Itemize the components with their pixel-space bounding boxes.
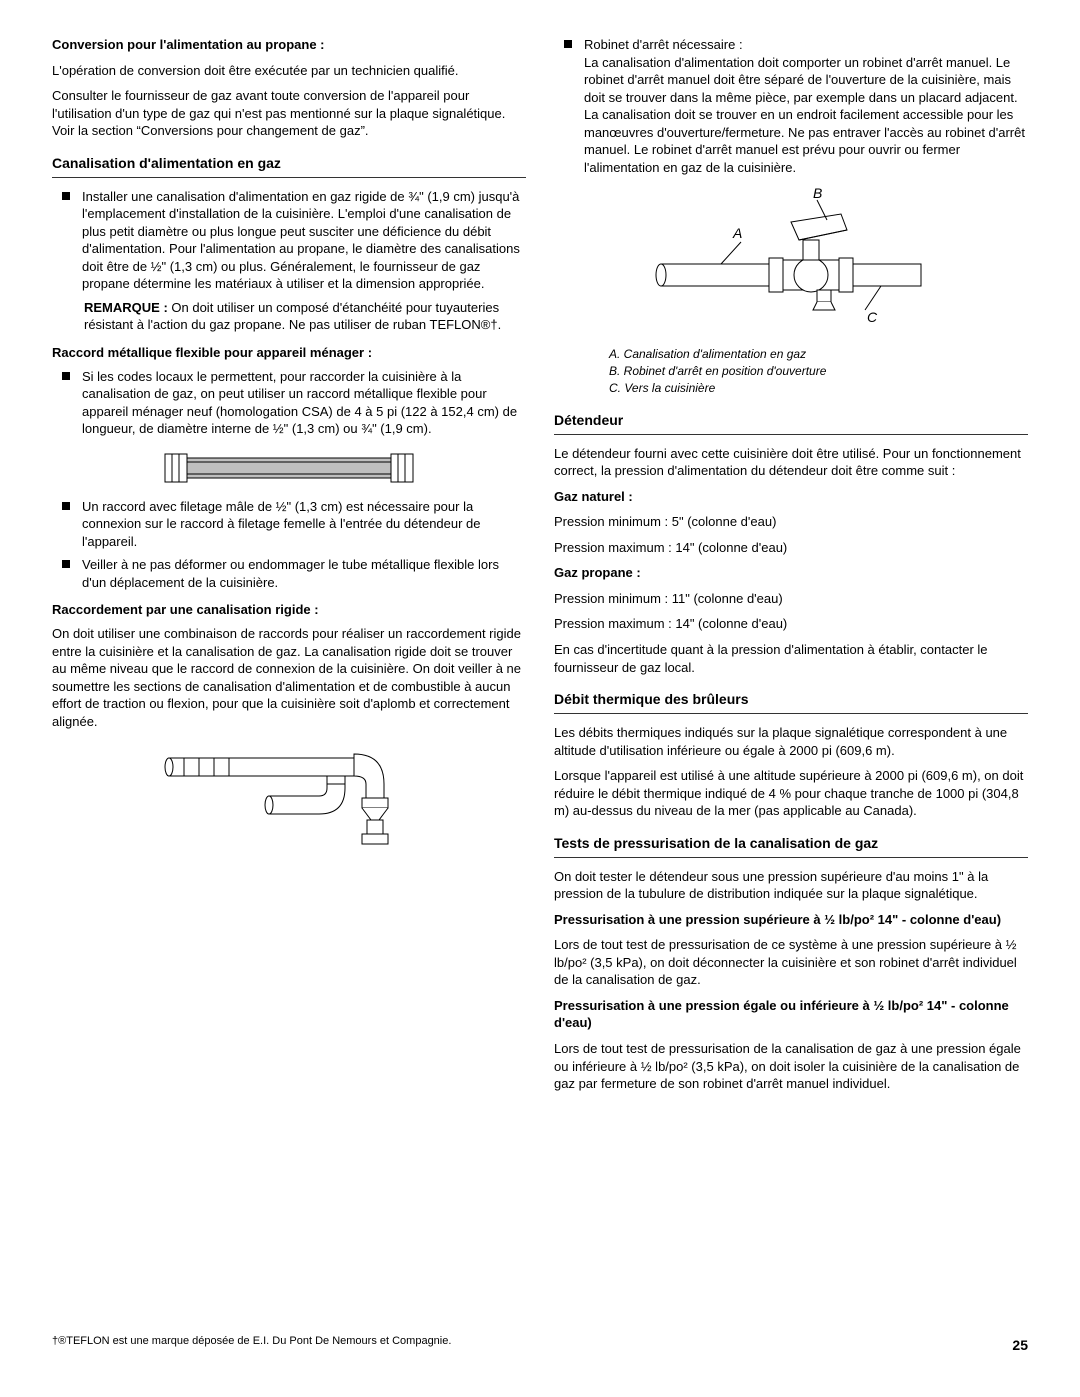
bullet-text: Installer une canalisation d'alimentatio… <box>82 188 526 293</box>
pressure-heading: Tests de pressurisation de la canalisati… <box>554 834 1028 858</box>
burner-p2: Lorsque l'appareil est utilisé à une alt… <box>554 767 1028 820</box>
bullet-text: Veiller à ne pas déformer ou endommager … <box>82 556 526 591</box>
caption-c: C. Vers la cuisinière <box>609 380 1028 397</box>
pressure-p3: Lors de tout test de pressurisation de l… <box>554 1040 1028 1093</box>
caption-a: A. Canalisation d'alimentation en gaz <box>609 346 1028 363</box>
page-number: 25 <box>1012 1336 1028 1355</box>
list-item: Un raccord avec filetage mâle de ½" (1,3… <box>52 498 526 551</box>
propane-title: Conversion pour l'alimentation au propan… <box>52 36 526 54</box>
flex-connector-figure <box>52 448 526 488</box>
propane-p1: L'opération de conversion doit être exéc… <box>52 62 526 80</box>
propane-min: Pression minimum : 11" (colonne d'eau) <box>554 590 1028 608</box>
pressure-p1: On doit tester le détendeur sous une pre… <box>554 868 1028 903</box>
bullet-text: Un raccord avec filetage mâle de ½" (1,3… <box>82 498 526 551</box>
flex-connector-sub: Raccord métallique flexible pour apparei… <box>52 344 526 362</box>
right-column: Robinet d'arrêt nécessaire : La canalisa… <box>554 36 1028 1101</box>
propane-max: Pression maximum : 14" (colonne d'eau) <box>554 615 1028 633</box>
label-a: A <box>732 225 742 241</box>
bullet-icon <box>62 560 70 568</box>
bullet-icon <box>62 502 70 510</box>
valve-figure: A B C <box>554 186 1028 336</box>
list-item: Si les codes locaux le permettent, pour … <box>52 368 526 438</box>
bullet-icon <box>62 372 70 380</box>
rigid-p: On doit utiliser une combinaison de racc… <box>52 625 526 730</box>
burner-p1: Les débits thermiques indiqués sur la pl… <box>554 724 1028 759</box>
remark: REMARQUE : On doit utiliser un composé d… <box>84 299 526 334</box>
bullet-text: Si les codes locaux le permettent, pour … <box>82 368 526 438</box>
propane-sub: Gaz propane : <box>554 564 1028 582</box>
regulator-heading: Détendeur <box>554 411 1028 435</box>
rigid-sub: Raccordement par une canalisation rigide… <box>52 601 526 619</box>
list-item: Robinet d'arrêt nécessaire : La canalisa… <box>554 36 1028 176</box>
regulator-p2: En cas d'incertitude quant à la pression… <box>554 641 1028 676</box>
shutoff-body: La canalisation d'alimentation doit comp… <box>584 55 1025 175</box>
footnote: †®TEFLON est une marque déposée de E.I. … <box>52 1334 451 1349</box>
pressure-sub1: Pressurisation à une pression supérieure… <box>554 911 1028 929</box>
burner-heading: Débit thermique des brûleurs <box>554 690 1028 714</box>
pressure-p2: Lors de tout test de pressurisation de c… <box>554 936 1028 989</box>
list-item: Veiller à ne pas déformer ou endommager … <box>52 556 526 591</box>
pressure-sub2: Pressurisation à une pression égale ou i… <box>554 997 1028 1032</box>
propane-p2: Consulter le fournisseur de gaz avant to… <box>52 87 526 140</box>
gas-line-heading: Canalisation d'alimentation en gaz <box>52 154 526 178</box>
label-c: C <box>867 309 878 325</box>
valve-caption: A. Canalisation d'alimentation en gaz B.… <box>609 346 1028 396</box>
bullet-text: Robinet d'arrêt nécessaire : La canalisa… <box>584 36 1028 176</box>
caption-b: B. Robinet d'arrêt en position d'ouvertu… <box>609 363 1028 380</box>
left-column: Conversion pour l'alimentation au propan… <box>52 36 526 1101</box>
bullet-icon <box>564 40 572 48</box>
natgas-min: Pression minimum : 5" (colonne d'eau) <box>554 513 1028 531</box>
rigid-pipe-figure <box>52 740 526 860</box>
bullet-icon <box>62 192 70 200</box>
list-item: Installer une canalisation d'alimentatio… <box>52 188 526 293</box>
label-b: B <box>813 186 822 201</box>
regulator-p: Le détendeur fourni avec cette cuisinièr… <box>554 445 1028 480</box>
shutoff-lead: Robinet d'arrêt nécessaire : <box>584 37 743 52</box>
natgas-max: Pression maximum : 14" (colonne d'eau) <box>554 539 1028 557</box>
natgas-sub: Gaz naturel : <box>554 488 1028 506</box>
remark-label: REMARQUE : <box>84 300 168 315</box>
